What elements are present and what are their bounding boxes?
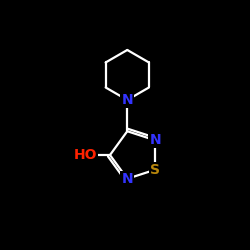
Text: N: N xyxy=(150,133,161,147)
Text: HO: HO xyxy=(73,148,97,162)
Text: N: N xyxy=(122,172,133,186)
Text: N: N xyxy=(122,93,133,107)
Text: S: S xyxy=(150,163,160,177)
